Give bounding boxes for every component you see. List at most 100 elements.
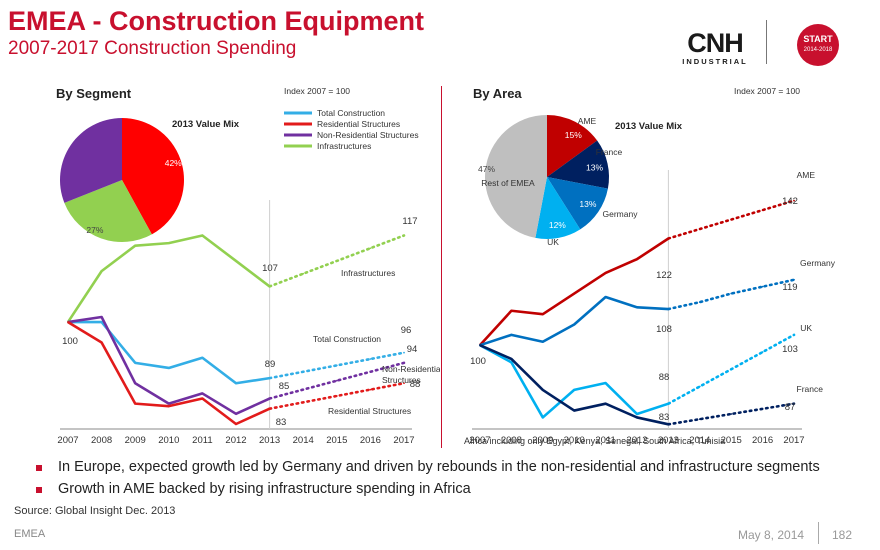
data-point-non_residential (201, 392, 204, 395)
data-label: 94 (407, 344, 418, 355)
data-point-france (636, 416, 638, 419)
data-point-germany (730, 292, 733, 295)
data-label: 89 (265, 359, 276, 370)
data-label: 107 (262, 263, 278, 274)
data-point-infrastructures (335, 260, 338, 262)
x-tick-label: 2014 (293, 435, 314, 446)
data-point-germany (541, 340, 544, 343)
data-point-france (573, 409, 576, 412)
x-tick-label: 2013 (259, 435, 280, 446)
x-tick-label: 2010 (564, 435, 585, 446)
pie-slice-non-residential-structures (59, 118, 122, 203)
data-point-uk (510, 361, 513, 364)
data-point-total (201, 356, 204, 359)
data-point-non_residential (268, 397, 271, 400)
data-label: 83 (659, 412, 670, 423)
x-tick-label: 2016 (752, 435, 773, 446)
x-tick-label: 2016 (360, 435, 381, 446)
segment-pie: 42% 27% 31% (49, 118, 184, 242)
legend-label-non-residential: Non-Residential Structures (317, 130, 419, 140)
badge-years: 2014-2018 (803, 47, 833, 53)
data-point-ame (793, 199, 795, 202)
company-logo: CNH INDUSTRIAL (682, 28, 745, 66)
data-point-france (479, 344, 481, 347)
series-line-uk (479, 344, 669, 419)
pie-slice-ame (547, 115, 598, 177)
segment-pie-title: 2013 Value Mix (172, 119, 240, 130)
logo-text: CNH (687, 28, 743, 58)
data-point-residential (235, 423, 237, 425)
data-point-residential (67, 321, 69, 323)
data-point-residential (369, 388, 372, 391)
data-point-infrastructures (235, 260, 237, 262)
data-point-infrastructures (369, 247, 372, 250)
segment-plot: 2007 2008 2009 2010 2011 2012 2013 2014 2015 2016… (57, 200, 440, 446)
data-point-germany (604, 296, 607, 298)
data-point-infrastructures (201, 234, 204, 237)
data-point-total (302, 370, 305, 373)
data-point-uk (604, 382, 607, 384)
pie-slice-name: France (596, 147, 623, 157)
data-point-ame (730, 218, 733, 221)
data-point-uk (761, 351, 764, 353)
series-name-label: Infrastructures (341, 268, 395, 278)
data-point-residential (134, 402, 137, 405)
data-point-total (335, 364, 338, 367)
page-number: 182 (832, 528, 853, 542)
pie-slice-label: 15% (565, 130, 582, 140)
pie-slice-name: AME (578, 116, 597, 126)
data-point-infrastructures (403, 234, 405, 237)
area-pie-title: 2013 Value Mix (615, 121, 683, 132)
data-point-non_residential (100, 316, 103, 318)
start-badge: START 2014-2018 (797, 24, 839, 66)
legend-label-residential: Residential Structures (317, 119, 400, 129)
data-point-france (604, 402, 607, 405)
data-point-non_residential (403, 361, 405, 364)
data-point-ame (761, 209, 764, 212)
data-label: 100 (62, 336, 78, 347)
data-point-ame (604, 272, 607, 274)
data-point-infrastructures (167, 242, 170, 245)
x-tick-label: 2009 (125, 435, 146, 446)
segment-index-note: Index 2007 = 100 (284, 86, 350, 96)
data-point-total (268, 377, 271, 380)
data-label: 88 (410, 379, 421, 390)
data-point-france (510, 358, 513, 360)
data-point-germany (510, 333, 513, 336)
data-point-germany (573, 323, 576, 326)
x-tick-label: 2011 (192, 435, 212, 446)
data-point-uk (793, 333, 795, 336)
data-point-residential (201, 397, 204, 400)
data-point-non_residential (335, 379, 338, 382)
panel-divider (441, 86, 442, 448)
data-point-france (793, 402, 795, 405)
series-name-label: Residential Structures (328, 406, 411, 416)
area-footnote: Africa including only Egypt, Kenya, Sene… (464, 436, 725, 446)
x-tick-label: 2012 (626, 435, 647, 446)
data-point-france (667, 423, 670, 426)
x-tick-label: 2008 (91, 435, 112, 446)
data-point-ame (667, 237, 670, 240)
series-line-ame (479, 237, 670, 347)
x-tick-label: 2007 (57, 435, 78, 446)
pie-slice-label: 12% (549, 220, 566, 230)
source-note: Source: Global Insight Dec. 2013 (14, 505, 176, 517)
data-point-uk (541, 416, 544, 419)
x-tick-label: 2014 (689, 435, 710, 446)
data-point-total (100, 321, 103, 323)
data-point-uk (573, 389, 576, 391)
series-projection-non_residential (268, 361, 406, 400)
data-point-residential (100, 341, 103, 344)
series-name-label: Total Construction (313, 334, 381, 344)
logo-divider (766, 20, 767, 64)
area-pie: 15% 13% 13% 12% 47% AME France Germany UK Rest of… (478, 115, 638, 247)
data-point-non_residential (235, 412, 237, 415)
bullet-item: Growth in AME backed by rising infrastru… (36, 481, 820, 497)
data-point-total (235, 382, 237, 385)
x-tick-label: 2015 (326, 435, 347, 446)
data-point-germany (636, 306, 638, 309)
data-point-residential (302, 401, 305, 404)
data-point-uk (730, 368, 733, 371)
x-tick-label: 2009 (532, 435, 553, 446)
data-point-infrastructures (100, 270, 103, 273)
